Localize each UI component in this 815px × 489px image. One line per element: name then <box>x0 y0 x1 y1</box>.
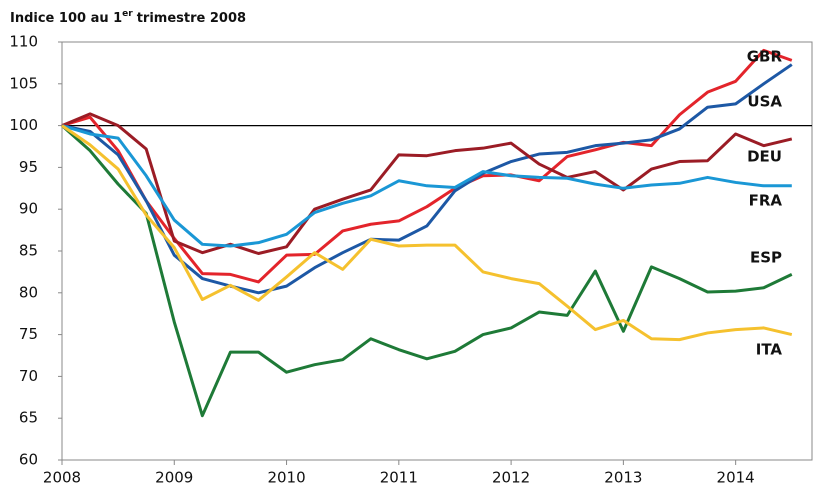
y-tick-label: 95 <box>19 158 38 176</box>
y-tick-label: 65 <box>19 409 38 427</box>
series-label: ITA <box>756 341 783 359</box>
x-tick-label: 2013 <box>604 469 642 487</box>
series-label: USA <box>747 93 782 111</box>
x-tick-label: 2010 <box>267 469 305 487</box>
x-tick-label: 2009 <box>155 469 193 487</box>
y-tick-label: 75 <box>19 325 38 343</box>
series-line <box>61 124 792 248</box>
series-label: DEU <box>747 148 782 166</box>
series-label: ESP <box>750 249 782 267</box>
y-tick-label: 110 <box>9 33 38 51</box>
title-part: Indice 100 au 1 <box>10 11 122 26</box>
title-part: trimestre 2008 <box>137 11 246 26</box>
series-line <box>61 124 793 342</box>
chart-title: Indice 100 au 1er trimestre 2008 <box>10 9 246 26</box>
y-tick-label: 100 <box>9 116 38 134</box>
series-line <box>61 124 793 418</box>
y-tick-label: 85 <box>19 242 38 260</box>
title-sup: er <box>122 9 133 19</box>
y-tick-label: 90 <box>19 200 38 218</box>
x-tick-label: 2014 <box>717 469 755 487</box>
y-tick-label: 80 <box>19 283 38 301</box>
y-tick-label: 60 <box>19 451 38 469</box>
y-tick-label: 105 <box>9 74 38 92</box>
y-tick-label: 70 <box>19 367 38 385</box>
x-tick-label: 2012 <box>492 469 530 487</box>
series-label: FRA <box>749 192 783 210</box>
series-line <box>61 112 793 256</box>
series-line <box>61 48 793 284</box>
x-tick-label: 2008 <box>43 469 81 487</box>
series-line <box>61 63 793 295</box>
series-label: GBR <box>747 48 783 66</box>
x-tick-label: 2011 <box>380 469 418 487</box>
